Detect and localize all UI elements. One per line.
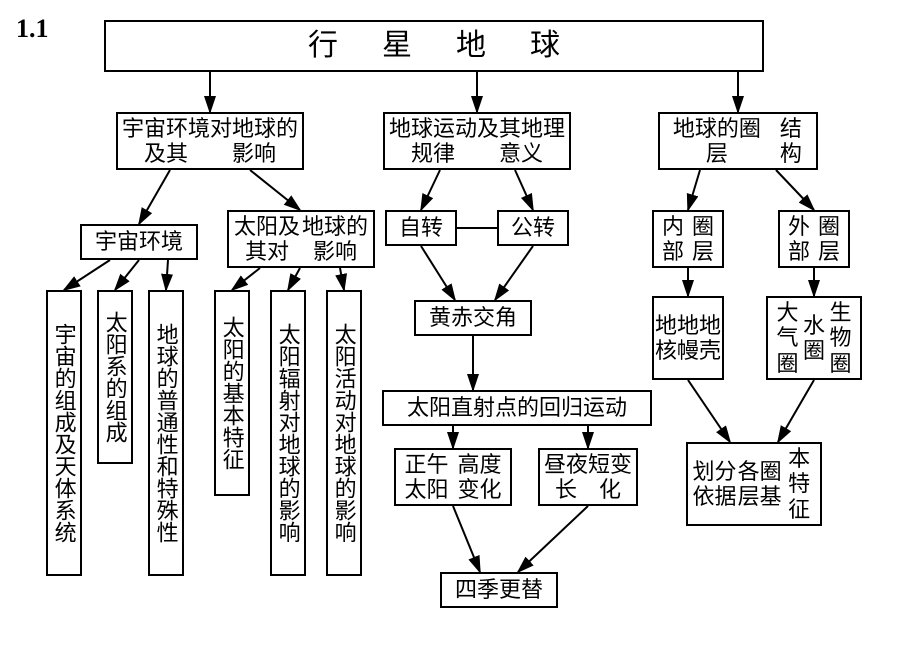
node-leaf1: 宇宙的组成及天体系统	[46, 290, 82, 576]
node-root: 行星地球	[104, 20, 764, 72]
node-leaf4: 太阳的基本特征	[214, 290, 250, 496]
node-r_out: 大气圈水圈生物圈	[766, 296, 862, 380]
node-mid4: 四季更替	[440, 572, 558, 608]
node-mid2: 太阳直射点的回归运动	[382, 390, 652, 426]
edge-b1b-leaf6	[340, 268, 344, 290]
edge-b2-b2b	[515, 170, 533, 210]
edge-b2a-mid1	[421, 246, 455, 300]
node-b1b: 太阳及其对地球的影响	[227, 210, 375, 268]
section-number: 1.1	[16, 14, 49, 44]
edge-b1-b1a	[139, 170, 170, 224]
node-b3: 地球的圈层结构	[658, 112, 818, 170]
node-mid1: 黄赤交角	[414, 300, 532, 336]
node-b1: 宇宙环境及其对地球的影响	[116, 112, 304, 170]
node-b3a: 内部圈层	[652, 210, 724, 268]
node-leaf3: 地球的普通性和特殊性	[148, 290, 184, 576]
edge-mid3a-mid4	[453, 506, 480, 572]
edge-b1a-leaf1	[64, 260, 110, 290]
node-leaf6: 太阳活动对地球的影响	[326, 290, 362, 576]
edge-b1a-leaf3	[166, 260, 168, 290]
node-r_in: 地核地幔地壳	[652, 296, 724, 380]
edge-b2-b2a	[421, 170, 440, 210]
node-b2: 地球运动规律及其地理意义	[383, 112, 571, 170]
edge-b2b-mid1	[495, 246, 533, 300]
edge-r_in-r_bottom	[688, 380, 730, 442]
node-b2a: 自转	[385, 210, 457, 246]
edge-b1-b1b	[250, 170, 300, 210]
node-mid3b: 昼夜长短变化	[538, 448, 638, 506]
edge-b3-b3a	[688, 170, 700, 210]
edge-mid3b-mid4	[518, 506, 588, 572]
node-mid3a: 正午太阳高度变化	[394, 448, 512, 506]
edge-b1b-leaf5	[288, 268, 300, 290]
edge-b1b-leaf4	[232, 268, 260, 290]
node-b3b: 外部圈层	[778, 210, 850, 268]
node-b2b: 公转	[497, 210, 569, 246]
edge-b1a-leaf2	[115, 260, 139, 290]
node-r_bottom: 划分依据各圈层基本特征	[686, 442, 822, 526]
node-leaf5: 太阳辐射对地球的影响	[270, 290, 306, 576]
node-b1a: 宇宙环境	[80, 224, 198, 260]
edge-r_out-r_bottom	[778, 380, 814, 442]
node-leaf2: 太阳系的组成	[97, 290, 133, 464]
edge-b3-b3b	[776, 170, 814, 210]
